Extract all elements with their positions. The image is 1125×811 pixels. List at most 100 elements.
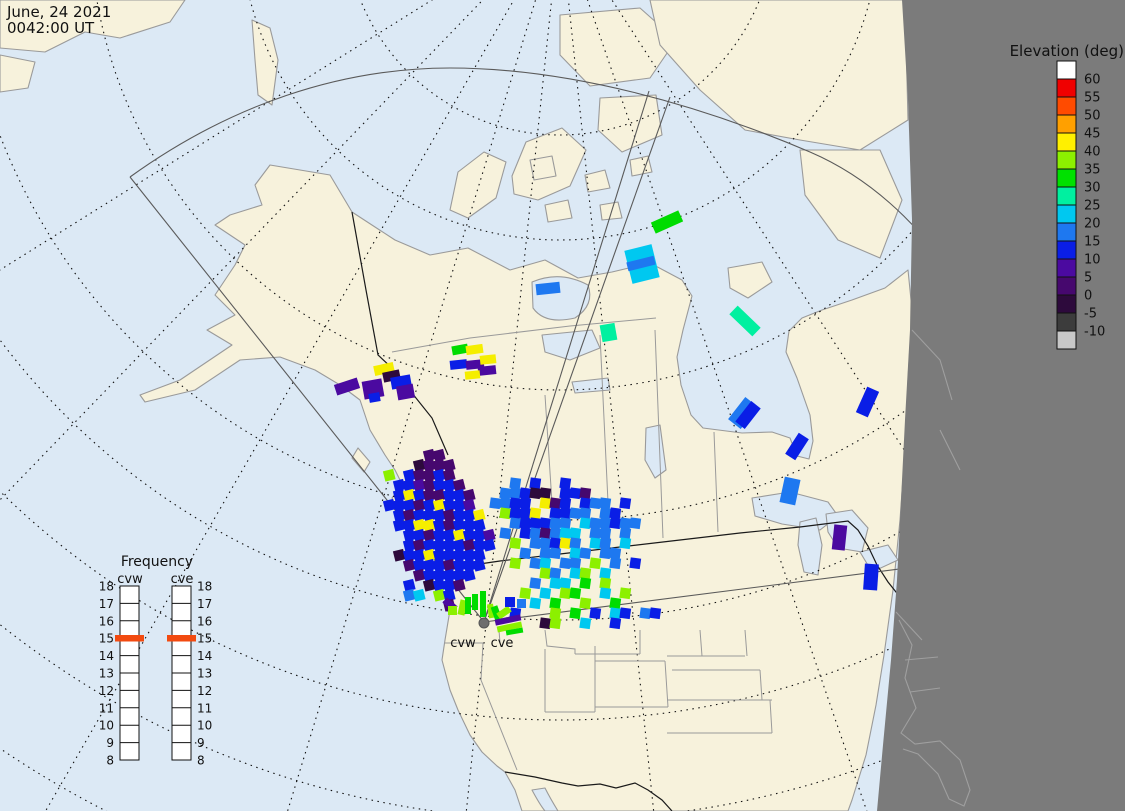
echo-cell (549, 617, 562, 630)
graticule-meridian (44, 0, 515, 811)
date-label: June, 24 2021 (6, 3, 111, 21)
national-borders (351, 211, 911, 811)
echo-cell (569, 587, 582, 600)
echo-cell (465, 343, 484, 356)
echo-cell (505, 627, 524, 636)
echo-cell (392, 478, 406, 492)
elevation-color-box (1056, 204, 1077, 224)
echo-cell (442, 568, 456, 582)
echo-cell (412, 528, 426, 542)
echo-cell (579, 547, 592, 560)
elevation-color-box (1056, 60, 1077, 80)
echo-cell (599, 547, 612, 560)
echo-cell (480, 591, 486, 617)
echo-cell (529, 507, 542, 520)
echo-cell (464, 370, 481, 380)
echo-cell (395, 383, 416, 401)
echo-cell (465, 597, 471, 614)
echo-cell (451, 343, 469, 356)
echo-cell (619, 527, 632, 540)
border-us-canada (451, 520, 911, 611)
border-us-mexico (504, 771, 673, 811)
elevation-tick-label: 50 (1084, 109, 1101, 124)
echo-cell (559, 557, 572, 570)
echo-cell (412, 488, 426, 502)
elevation-tick-label: 45 (1084, 127, 1101, 142)
echo-cell (579, 617, 592, 630)
echo-cell (402, 468, 416, 482)
island-small-3 (544, 199, 573, 223)
echo-cell (579, 497, 592, 510)
echo-cell (529, 517, 542, 530)
echo-cell (579, 487, 592, 500)
echo-cell (432, 498, 446, 512)
frequency-tick-label: 10 (197, 719, 212, 733)
elevation-color-box (1056, 258, 1077, 278)
echo-cell (549, 507, 562, 520)
echo-cell (442, 508, 456, 522)
echo-cell (549, 597, 562, 610)
echo-cell (539, 487, 552, 500)
echo-cell (482, 538, 496, 552)
echo-cell (452, 568, 466, 582)
echo-cell (509, 477, 522, 490)
echo-cell (392, 488, 406, 502)
frequency-bar-label-cve: cve (171, 572, 194, 587)
echo-cell (609, 547, 622, 560)
echo-cell (509, 557, 522, 570)
landmass-chukotka-south (0, 54, 36, 93)
echo-cell (449, 359, 468, 370)
elevation-tick-label: -10 (1084, 325, 1105, 340)
frequency-tick-label: 12 (99, 684, 114, 698)
echo-cell (579, 517, 592, 530)
echo-cell (489, 497, 502, 510)
echo-cell (479, 354, 497, 365)
echo-cell (402, 528, 416, 542)
echo-cell (472, 538, 486, 552)
echo-cell (539, 537, 552, 550)
lake-athabasca (571, 377, 611, 394)
echo-cell (519, 517, 532, 530)
echo-cell (412, 538, 426, 552)
echo-cell (392, 498, 406, 512)
elevation-color-box (1056, 330, 1077, 350)
echo-cell (509, 537, 522, 550)
echo-cell (549, 497, 562, 510)
echo-cell (599, 577, 612, 590)
echo-cell (579, 597, 592, 610)
gulf-of-california (531, 787, 559, 811)
echo-cell (452, 488, 466, 502)
echo-cell (539, 557, 552, 570)
time-label: 0042:00 UT (7, 19, 95, 37)
echo-cell (499, 527, 512, 540)
scatter-echo-layer (333, 210, 880, 636)
lake-great-bear (531, 276, 591, 321)
echo-cell (569, 487, 582, 500)
echo-cell (609, 517, 622, 530)
echo-cell (559, 477, 572, 490)
echo-cell (462, 568, 476, 582)
echo-cell (422, 508, 436, 522)
echo-cell (457, 599, 468, 616)
echo-cell (549, 527, 562, 540)
echo-cell (529, 487, 542, 500)
echo-cell (422, 478, 436, 492)
echo-cell (382, 498, 396, 512)
island-bering (251, 19, 279, 106)
frequency-tick-label: 8 (106, 754, 114, 768)
echo-cell (412, 548, 426, 562)
echo-cell (472, 528, 486, 542)
echo-cell (599, 497, 612, 510)
echo-cell (519, 587, 532, 600)
echo-cell (482, 528, 496, 542)
elevation-color-box (1056, 312, 1077, 332)
echo-cell (462, 488, 476, 502)
echo-cell (442, 458, 456, 472)
echo-cell (599, 567, 612, 580)
echo-cell (589, 537, 602, 550)
echo-cell (402, 548, 416, 562)
echo-cell (609, 617, 622, 630)
echo-cell (412, 508, 426, 522)
echo-cell (629, 557, 642, 570)
